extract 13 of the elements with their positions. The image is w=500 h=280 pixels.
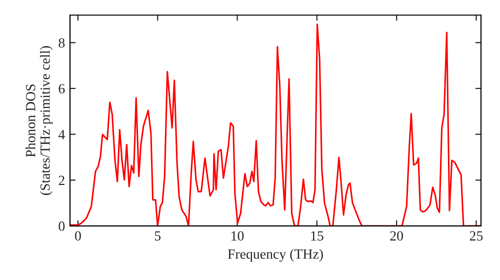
x-tick-label: 0 — [75, 231, 81, 241]
y-axis-title: Phonon DOS (States/THz·primitive cell) — [26, 46, 53, 195]
x-tick-label: 15 — [311, 231, 324, 241]
y-tick-label: 0 — [58, 222, 65, 231]
y-tick-label: 4 — [58, 130, 65, 140]
x-tick-label: 25 — [470, 231, 483, 241]
y-tick-label: 2 — [58, 176, 64, 185]
y-tick-label: 6 — [58, 84, 65, 94]
y-tick-label: 8 — [58, 38, 65, 48]
x-axis-title: Frequency (THz) — [228, 248, 323, 262]
x-tick-label: 20 — [390, 231, 403, 241]
x-tick-label: 10 — [232, 231, 244, 241]
x-tick-label: 5 — [154, 231, 161, 241]
